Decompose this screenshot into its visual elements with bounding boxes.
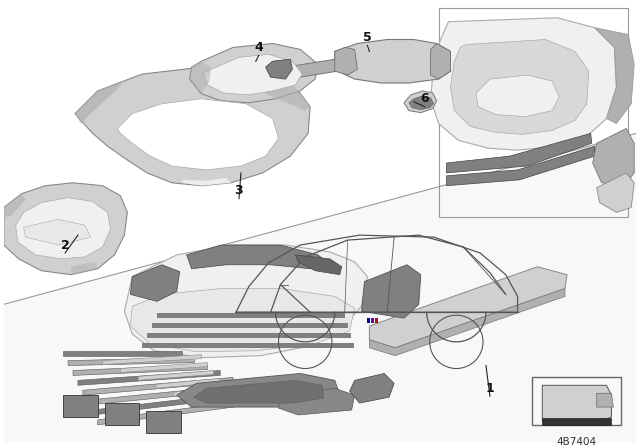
Polygon shape — [431, 18, 616, 150]
Text: 4: 4 — [254, 41, 263, 54]
Polygon shape — [476, 75, 559, 116]
Polygon shape — [4, 194, 26, 217]
Polygon shape — [68, 358, 195, 366]
Polygon shape — [78, 370, 220, 385]
Polygon shape — [596, 173, 634, 212]
Polygon shape — [174, 386, 225, 396]
Polygon shape — [146, 411, 180, 433]
Polygon shape — [63, 395, 98, 417]
Polygon shape — [88, 384, 246, 405]
Polygon shape — [278, 388, 355, 415]
Polygon shape — [369, 267, 567, 348]
Text: 6: 6 — [420, 92, 429, 105]
Polygon shape — [367, 318, 371, 323]
Polygon shape — [156, 379, 220, 388]
Polygon shape — [596, 393, 613, 407]
Polygon shape — [595, 28, 634, 124]
Polygon shape — [593, 129, 634, 186]
Polygon shape — [335, 39, 451, 83]
Polygon shape — [189, 43, 318, 103]
Polygon shape — [542, 418, 611, 425]
Polygon shape — [83, 377, 233, 395]
Polygon shape — [152, 323, 348, 328]
Polygon shape — [157, 313, 345, 318]
Text: 2: 2 — [61, 238, 70, 251]
Polygon shape — [285, 59, 338, 79]
Polygon shape — [138, 370, 213, 380]
Polygon shape — [404, 91, 436, 112]
Polygon shape — [266, 59, 292, 79]
Polygon shape — [120, 362, 207, 372]
Bar — [438, 8, 628, 217]
Bar — [532, 377, 621, 425]
Text: 3: 3 — [235, 184, 243, 197]
Polygon shape — [71, 262, 98, 275]
Polygon shape — [142, 343, 353, 348]
Polygon shape — [16, 198, 111, 259]
Polygon shape — [451, 39, 589, 134]
Polygon shape — [4, 183, 127, 275]
Polygon shape — [447, 146, 595, 186]
Polygon shape — [409, 96, 434, 110]
Polygon shape — [102, 355, 202, 365]
Polygon shape — [131, 265, 180, 302]
Polygon shape — [349, 374, 394, 403]
Polygon shape — [375, 318, 378, 323]
Polygon shape — [63, 351, 182, 356]
Polygon shape — [187, 245, 330, 269]
Polygon shape — [371, 318, 374, 323]
Polygon shape — [335, 47, 358, 75]
Text: 5: 5 — [363, 31, 372, 44]
Polygon shape — [542, 385, 611, 421]
Polygon shape — [93, 390, 259, 415]
Polygon shape — [182, 178, 231, 186]
Polygon shape — [189, 61, 211, 94]
Polygon shape — [253, 71, 310, 111]
Polygon shape — [177, 374, 340, 407]
Polygon shape — [98, 397, 271, 425]
Polygon shape — [362, 265, 420, 318]
Polygon shape — [131, 289, 355, 352]
Polygon shape — [73, 365, 207, 375]
Polygon shape — [431, 43, 451, 79]
Polygon shape — [204, 54, 302, 95]
Polygon shape — [147, 333, 351, 338]
Polygon shape — [4, 134, 636, 443]
Polygon shape — [295, 255, 342, 275]
Polygon shape — [75, 82, 122, 124]
Polygon shape — [75, 67, 310, 186]
Polygon shape — [118, 99, 278, 170]
Text: 4B7404: 4B7404 — [557, 437, 597, 447]
Polygon shape — [24, 220, 91, 245]
Text: 1: 1 — [486, 382, 494, 395]
Polygon shape — [124, 245, 367, 358]
Polygon shape — [193, 380, 324, 403]
Polygon shape — [447, 134, 592, 173]
Polygon shape — [369, 289, 565, 356]
Polygon shape — [104, 403, 139, 425]
